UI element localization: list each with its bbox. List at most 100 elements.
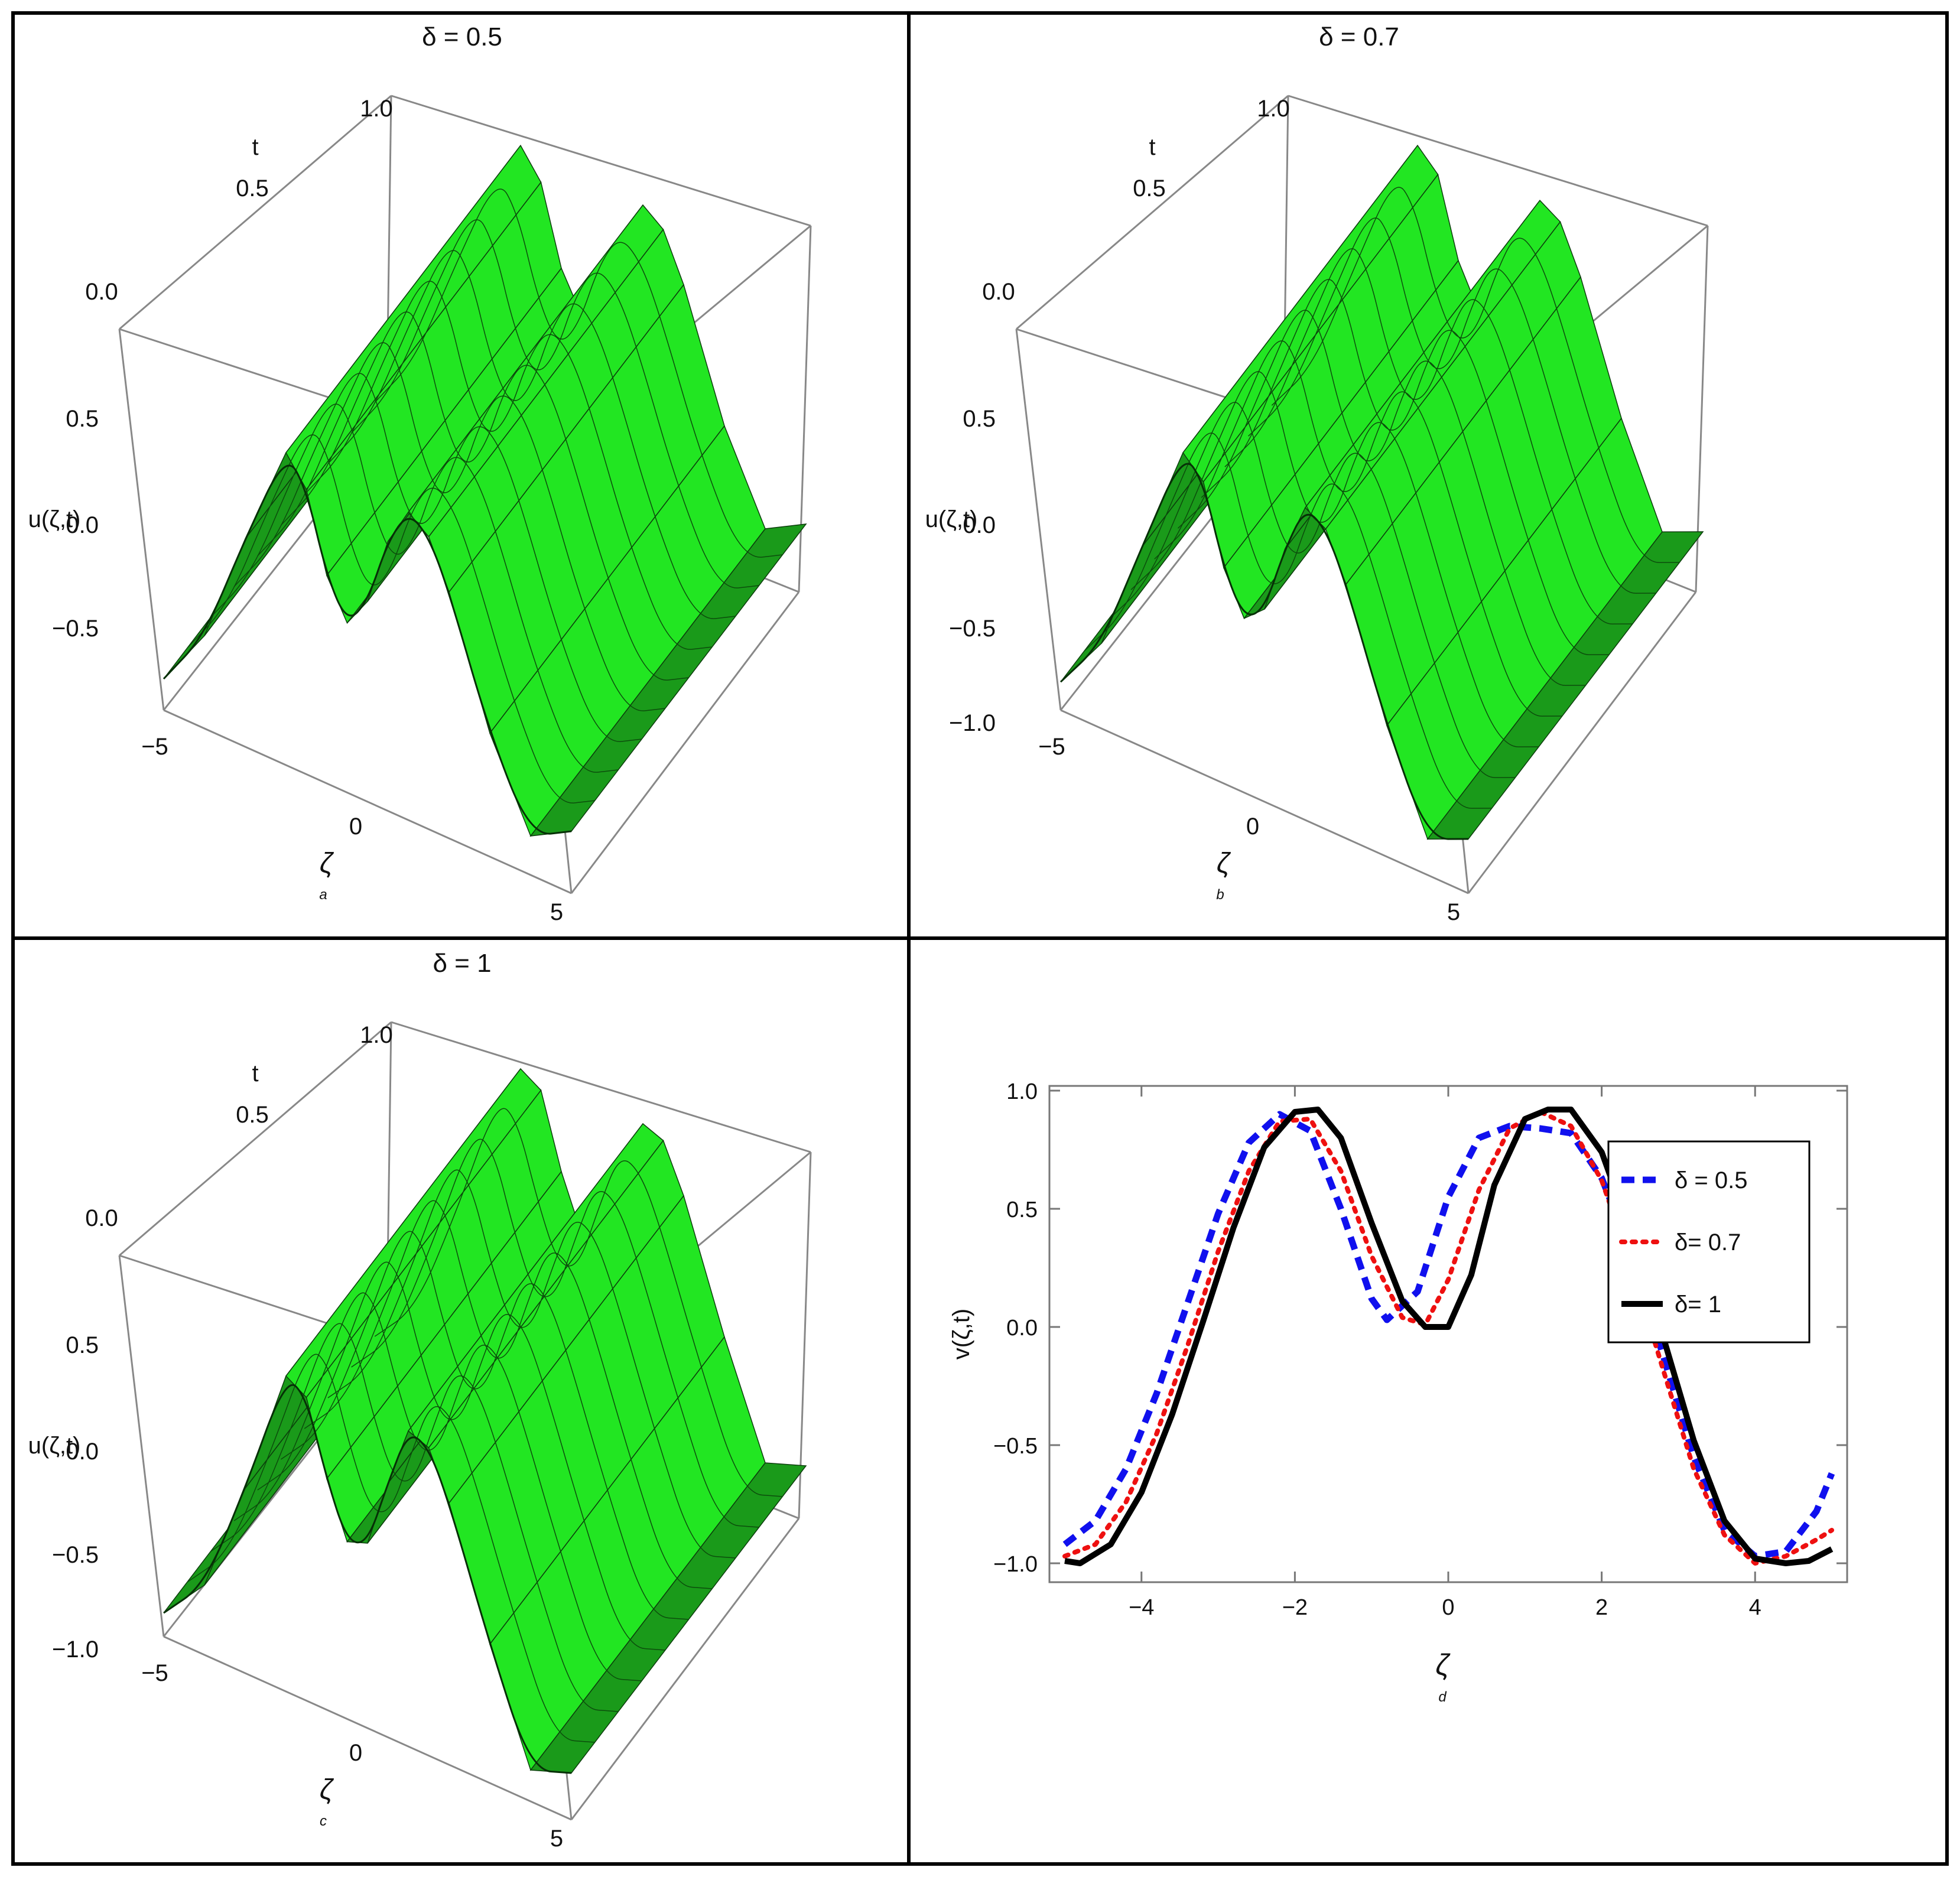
- legend-label-1: δ = 0.5: [1675, 1167, 1747, 1193]
- surface-mesh-line: [304, 281, 713, 650]
- t-axis-label: t: [252, 134, 258, 160]
- bounding-box-edge: [570, 1518, 800, 1820]
- zeta-axis-label: ζ: [320, 1774, 334, 1806]
- panel-d-line-plot: −4 −2 0 2 4 −1.0 −0.5 0.0 0.5 1.0 v(ζ,t) ζd δ = 0.5 δ…: [948, 1079, 1848, 1705]
- surface-mesh-line: [374, 1108, 783, 1497]
- surface-mesh-line: [1177, 310, 1586, 686]
- panel-sublabel: b: [1216, 887, 1224, 903]
- zeta-tick: −5: [141, 734, 168, 760]
- bounding-box-edge: [118, 1255, 165, 1637]
- y-axis-label: v(ζ,t): [948, 1309, 974, 1360]
- surface-mesh-line: [257, 342, 665, 711]
- zeta-tick: 0: [1246, 814, 1259, 840]
- surface-mesh-line: [210, 404, 619, 773]
- panel-c-surface-plot: δ = 1t1.00.50.0u(ζ,t)0.50.0−0.5−1.0−505ζ…: [28, 949, 812, 1852]
- u-tick: −1.0: [949, 710, 996, 736]
- u-tick: 0.5: [963, 406, 996, 432]
- zeta-tick: 0: [349, 1740, 362, 1766]
- surface-mesh-line: [233, 373, 642, 742]
- legend-label-2: δ= 0.7: [1675, 1229, 1741, 1255]
- bounding-box-edge: [391, 1021, 811, 1153]
- panel-title: δ = 0.5: [422, 22, 502, 51]
- t-axis-label: t: [1149, 134, 1155, 160]
- surface-mesh-line: [1130, 371, 1539, 747]
- y-tick-label: −0.5: [993, 1434, 1038, 1459]
- x-tick-label: 2: [1595, 1595, 1608, 1620]
- t-tick: 1.0: [360, 1022, 393, 1048]
- surface-mesh-line: [1107, 402, 1516, 778]
- u-tick: 0.0: [66, 1439, 99, 1465]
- y-tick-label: 0.0: [1006, 1316, 1038, 1341]
- panel-title: δ = 0.7: [1319, 22, 1399, 51]
- u-tick: −0.5: [52, 1542, 99, 1568]
- bounding-box-edge: [1060, 709, 1469, 894]
- bounding-box-edge: [1695, 225, 1709, 593]
- bounding-box-edge: [798, 1151, 812, 1519]
- zeta-tick: 0: [349, 814, 362, 840]
- u-axis-label: u(ζ,t): [28, 1433, 81, 1459]
- bounding-box-edge: [1016, 95, 1289, 330]
- surface-mesh-line: [1224, 248, 1633, 624]
- surface-front-edge: [162, 464, 572, 835]
- surface-mesh-line: [1271, 187, 1680, 563]
- x-tick-label: −2: [1282, 1595, 1308, 1620]
- panel-sublabel: d: [1438, 1689, 1447, 1705]
- y-tick-label: 1.0: [1006, 1079, 1038, 1104]
- t-tick: 0.5: [236, 1102, 269, 1128]
- bounding-box-edge: [118, 328, 165, 711]
- surface-mesh-line: [1201, 279, 1610, 655]
- surface-mesh-line: [210, 1323, 619, 1712]
- zeta-tick: −5: [141, 1660, 168, 1686]
- bounding-box-edge: [163, 1635, 572, 1821]
- u-tick: 0.5: [66, 1332, 99, 1358]
- zeta-tick: 5: [550, 1826, 563, 1852]
- surface-mesh-line: [327, 250, 736, 619]
- bounding-box-edge: [570, 591, 800, 894]
- surface-mesh-line: [327, 1169, 736, 1559]
- y-tick-label: 0.5: [1006, 1198, 1038, 1222]
- zeta-tick: 5: [550, 899, 563, 925]
- surface-mesh-line: [187, 434, 595, 804]
- t-tick: 0.0: [982, 279, 1015, 305]
- panel-sublabel: c: [320, 1813, 327, 1829]
- t-axis-label: t: [252, 1061, 258, 1086]
- zeta-tick: 5: [1447, 899, 1460, 925]
- surface-mesh-line: [280, 311, 689, 681]
- bounding-box-edge: [119, 1021, 392, 1257]
- u-tick: 0.0: [66, 512, 99, 538]
- surface-mesh-line: [281, 1231, 689, 1620]
- surface-mesh-line: [351, 219, 759, 588]
- series-line-3: [1064, 1107, 1834, 1566]
- t-tick: 0.0: [85, 1205, 118, 1231]
- zeta-tick: −5: [1038, 734, 1065, 760]
- panel-sublabel: a: [319, 887, 327, 903]
- x-axis-label: ζ: [1435, 1648, 1451, 1681]
- u-tick: −0.5: [52, 616, 99, 642]
- surface-mesh-line: [257, 1261, 665, 1651]
- surface-mesh-line: [187, 1354, 595, 1743]
- legend-label-3: δ= 1: [1675, 1292, 1721, 1318]
- y-tick-label: −1.0: [993, 1552, 1038, 1577]
- t-tick: 1.0: [1257, 96, 1290, 122]
- x-tick-label: −4: [1129, 1595, 1154, 1620]
- bounding-box-edge: [119, 95, 392, 330]
- surface-mesh-line: [374, 188, 783, 558]
- surface-mesh-line: [1084, 432, 1492, 809]
- panel-b-surface-plot: δ = 0.7t1.00.50.0u(ζ,t)0.50.0−0.5−1.0−50…: [925, 22, 1709, 925]
- t-tick: 0.5: [236, 175, 269, 201]
- surface-front-edge: [1059, 463, 1469, 840]
- bounding-box-edge: [163, 709, 572, 894]
- bounding-box-edge: [1467, 591, 1697, 894]
- u-tick: −1.0: [52, 1637, 99, 1663]
- t-tick: 1.0: [360, 96, 393, 122]
- t-tick: 0.5: [1133, 175, 1166, 201]
- surface-front-edge: [163, 1384, 572, 1774]
- bounding-box-edge: [391, 95, 811, 227]
- u-axis-label: u(ζ,t): [28, 506, 81, 532]
- x-tick-label: 0: [1442, 1595, 1454, 1620]
- series-line-1: [1062, 1111, 1835, 1560]
- t-tick: 0.0: [85, 279, 118, 305]
- panel-title: δ = 1: [433, 949, 491, 978]
- u-tick: 0.0: [963, 512, 996, 538]
